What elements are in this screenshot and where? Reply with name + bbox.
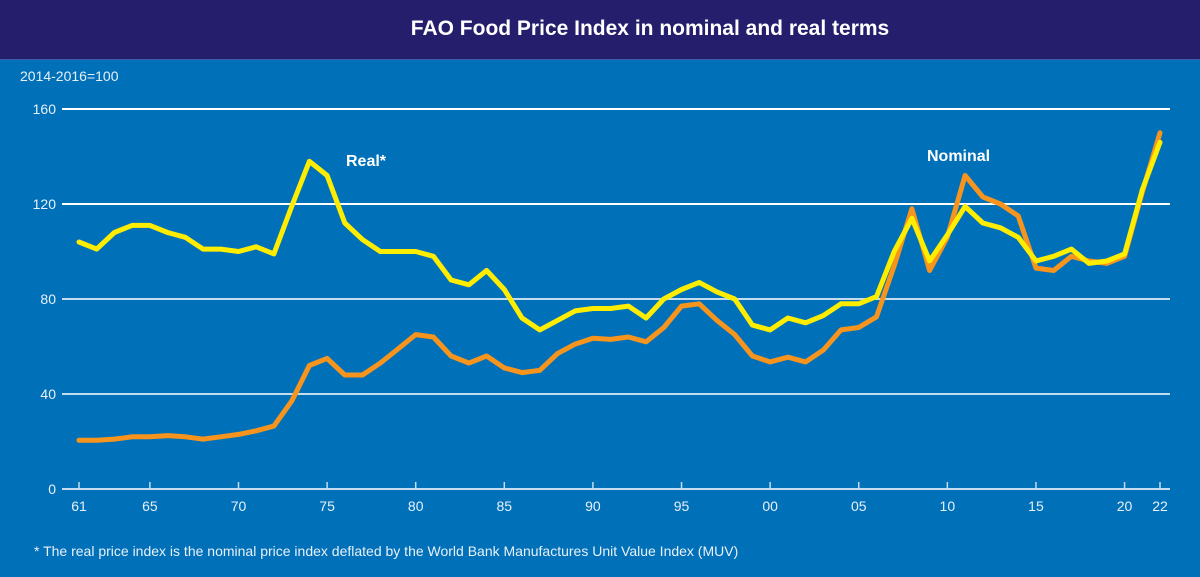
title-bar: FAO Food Price Index in nominal and real… [0,0,1200,60]
x-tick-label: 65 [142,498,158,514]
footnote: * The real price index is the nominal pr… [34,543,739,559]
x-tick-label: 05 [851,498,867,514]
series-line-nominal [76,130,1163,443]
x-tick-label: 85 [497,498,513,514]
x-tick-label: 90 [585,498,601,514]
y-tick-label: 40 [40,386,56,402]
x-tick-label: 10 [940,498,956,514]
x-tick-label: 80 [408,498,424,514]
y-tick-label: 160 [33,101,57,117]
x-tick-label: 15 [1028,498,1044,514]
series-label-nominal: Nominal [927,148,990,165]
x-tick-label: 61 [71,498,87,514]
x-tick-label: 95 [674,498,690,514]
y-tick-label: 120 [33,196,57,212]
y-tick-label: 80 [40,291,56,307]
series-label-real: Real* [346,153,387,170]
y-axis-unit-label: 2014-2016=100 [20,68,119,84]
y-tick-label: 0 [48,481,56,497]
x-tick-label: 70 [231,498,247,514]
series-line-real [76,139,1163,333]
chart-title: FAO Food Price Index in nominal and real… [410,17,890,40]
x-tick-label: 75 [319,498,335,514]
x-tick-label: 00 [762,498,778,514]
x-tick-label: 20 [1117,498,1133,514]
x-tick-label: 22 [1152,498,1168,514]
